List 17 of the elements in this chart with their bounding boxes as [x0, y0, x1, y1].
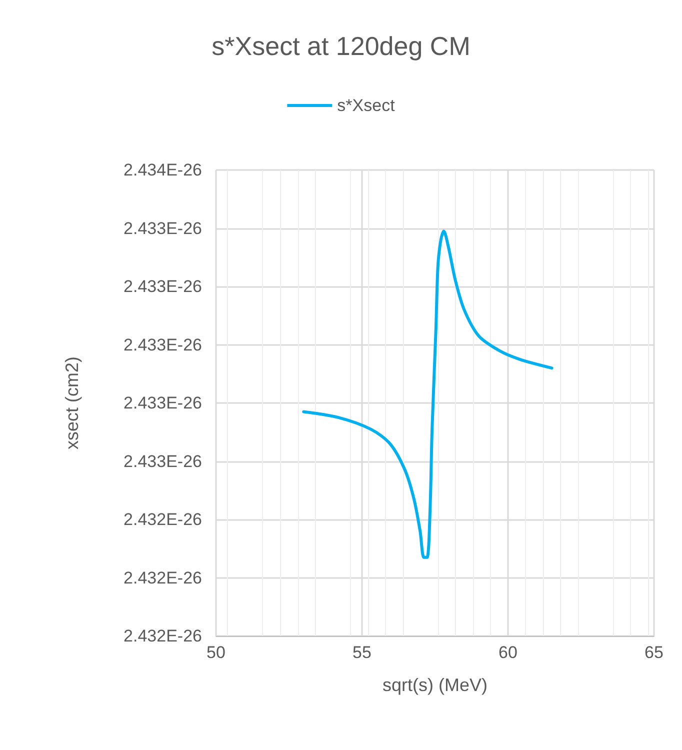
y-tick-label: 2.432E-26 — [124, 626, 202, 646]
chart-title: s*Xsect at 120deg CM — [212, 31, 470, 61]
legend-label: s*Xsect — [337, 96, 396, 115]
y-tick-label: 2.433E-26 — [124, 277, 202, 296]
y-tick-label: 2.433E-26 — [124, 335, 202, 354]
x-axis-title: sqrt(s) (MeV) — [382, 675, 488, 695]
y-tick-label: 2.434E-26 — [124, 160, 202, 180]
y-tick-label: 2.432E-26 — [124, 510, 202, 529]
y-tick-label: 2.433E-26 — [124, 452, 202, 471]
x-tick-label: 50 — [206, 643, 226, 662]
y-tick-label: 2.433E-26 — [124, 394, 202, 412]
x-tick-label: 65 — [644, 643, 664, 662]
x-tick-label: 60 — [498, 643, 518, 662]
y-tick-label: 2.433E-26 — [124, 218, 202, 238]
x-tick-label: 55 — [352, 643, 372, 662]
y-tick-label: 2.432E-26 — [124, 568, 202, 588]
y-axis-title: xsect (cm2) — [62, 356, 82, 450]
